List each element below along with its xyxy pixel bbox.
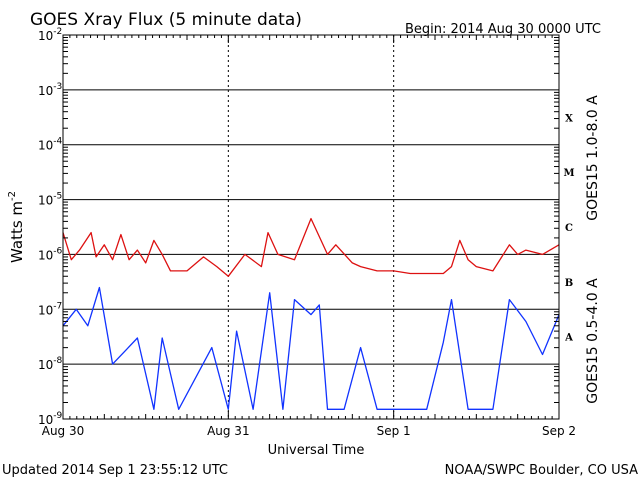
- y-tick-base: 10: [38, 303, 53, 317]
- x-tick-label: Sep 2: [542, 424, 576, 438]
- y-axis-label-text: Watts m: [8, 201, 26, 263]
- y-axis-label-exponent: -2: [7, 191, 18, 201]
- y-tick-exponent: -7: [53, 301, 62, 311]
- y-tick-exponent: -6: [53, 246, 62, 256]
- y-tick-base: 10: [38, 248, 53, 262]
- y-tick-label: 10-9: [38, 411, 63, 427]
- y-tick-base: 10: [38, 358, 53, 372]
- y-tick-exponent: -2: [53, 27, 62, 37]
- series-layer: [62, 217, 560, 410]
- x-tick-label: Aug 30: [42, 424, 85, 438]
- y-tick-label: 10-8: [38, 356, 63, 372]
- y-tick-label: 10-7: [38, 301, 62, 317]
- y-tick-label: 10-2: [38, 27, 62, 43]
- agency-credit: NOAA/SWPC Boulder, CO USA: [445, 463, 638, 478]
- y-tick-exponent: -4: [53, 137, 62, 147]
- y-tick-base: 10: [38, 84, 53, 98]
- y-tick-base: 10: [38, 29, 53, 43]
- y-tick-label: 10-3: [38, 82, 62, 98]
- y-tick-label: 10-5: [38, 192, 62, 208]
- grid-layer: [63, 35, 559, 419]
- y-tick-exponent: -8: [53, 356, 62, 366]
- y-tick-base: 10: [38, 413, 53, 427]
- legend-long-wavelength: GOES15 1.0-8.0 A: [585, 95, 601, 221]
- flare-class-label: X: [565, 113, 573, 124]
- x-axis-label: Universal Time: [268, 443, 365, 458]
- y-tick-base: 10: [38, 194, 53, 208]
- flare-class-label: C: [565, 223, 573, 234]
- flare-class-label: A: [564, 333, 573, 344]
- x-tick-label: Sep 1: [377, 424, 411, 438]
- y-tick-exponent: -5: [53, 192, 62, 202]
- y-axis-label: Watts m-2: [7, 191, 26, 263]
- legend-short-wavelength: GOES15 0.5-4.0 A: [585, 278, 601, 404]
- chart-title: GOES Xray Flux (5 minute data): [30, 10, 302, 30]
- y-tick-exponent: -9: [53, 411, 62, 421]
- flare-class-label: B: [565, 278, 573, 289]
- begin-date: Begin: 2014 Aug 30 0000 UTC: [405, 22, 601, 37]
- y-tick-label: 10-4: [38, 137, 63, 153]
- series-line-short-wavelength: [62, 286, 560, 410]
- flare-class-label: M: [563, 168, 574, 179]
- x-tick-label: Aug 31: [207, 424, 250, 438]
- y-tick-label: 10-6: [38, 246, 63, 262]
- updated-timestamp: Updated 2014 Sep 1 23:55:12 UTC: [2, 463, 228, 478]
- plot-frame: [62, 34, 560, 420]
- y-tick-exponent: -3: [53, 82, 62, 92]
- series-line-long-wavelength: [62, 217, 560, 277]
- y-tick-base: 10: [38, 139, 53, 153]
